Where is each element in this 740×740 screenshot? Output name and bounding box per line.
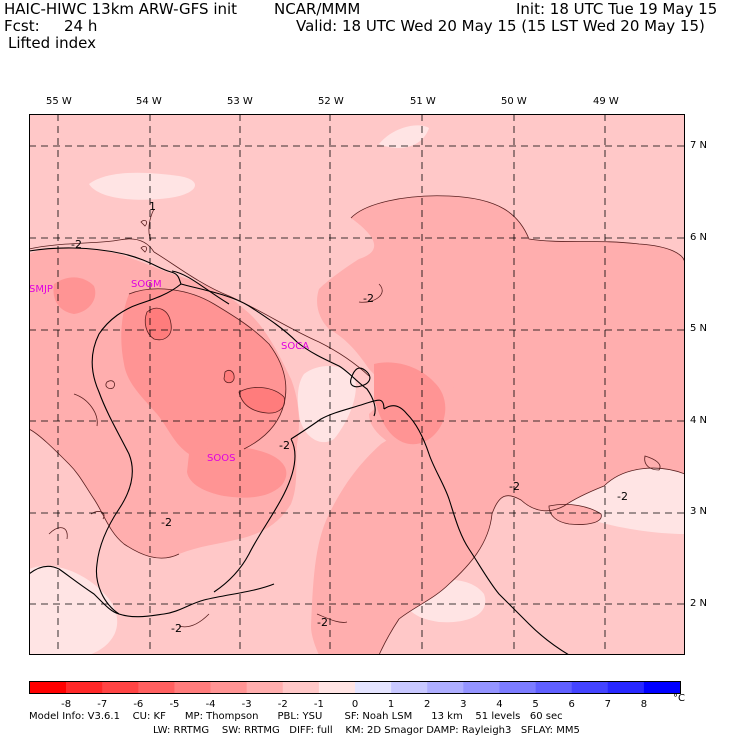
station-label: SOGM — [131, 279, 162, 290]
colorbar-tick-label: -5 — [169, 699, 179, 710]
coastline-and-borders — [29, 247, 570, 655]
forecast-hours: 24 h — [64, 17, 98, 35]
organization: NCAR/MMM — [274, 0, 361, 18]
colorbar-tick-label: -3 — [242, 699, 252, 710]
station-label: SMJP — [29, 284, 53, 295]
colorbar-tick-label: 5 — [532, 699, 538, 710]
contour-lines — [29, 195, 685, 655]
colorbar-tick-label: 3 — [460, 699, 466, 710]
colorbar-tick-label: 8 — [641, 699, 647, 710]
colorbar-tick-label: 7 — [605, 699, 611, 710]
colorbar: -8 -7 -6 -5 -4 -3 -2 -1 0 1 2 3 4 5 6 7 8 — [29, 681, 681, 710]
colorbar-cell — [535, 682, 572, 693]
colorbar-cell — [607, 682, 645, 693]
colorbar-cell — [643, 682, 681, 693]
contour-label: -2 — [279, 439, 290, 452]
longitude-label: 51 W — [410, 96, 436, 107]
region-light-sw — [29, 565, 118, 655]
longitude-label: 55 W — [46, 96, 72, 107]
colorbar-cell — [138, 682, 175, 693]
longitude-label: 49 W — [593, 96, 619, 107]
colorbar-cell — [66, 682, 103, 693]
region-deep-a — [145, 308, 172, 340]
field-name: Lifted index — [8, 34, 96, 52]
region-deep-c — [224, 370, 235, 383]
colorbar-tick-label: -7 — [97, 699, 107, 710]
colorbar-tick-label: -6 — [133, 699, 143, 710]
colorbar-tick-label: -8 — [61, 699, 71, 710]
colorbar-tick-label: -1 — [314, 699, 324, 710]
valid-time: Valid: 18 UTC Wed 20 May 15 (15 LST Wed … — [296, 17, 705, 35]
colorbar-tick-label: -4 — [206, 699, 216, 710]
contour-label: -2 — [171, 622, 182, 635]
region-dark-north-wedge — [53, 277, 96, 314]
map-frame — [29, 114, 685, 655]
colorbar-cell — [427, 682, 464, 693]
longitude-label: 52 W — [318, 96, 344, 107]
colorbar-frame — [29, 681, 681, 694]
region-mid-east-plateau — [311, 195, 685, 655]
colorbar-cell — [391, 682, 428, 693]
colorbar-cell — [174, 682, 211, 693]
region-dark-south-core — [187, 446, 287, 498]
latitude-label: 7 N — [690, 140, 708, 151]
latitude-label: 4 N — [690, 415, 708, 426]
station-label: SOOS — [207, 453, 235, 464]
region-light-north-east — [379, 125, 429, 149]
colorbar-cell — [318, 682, 356, 693]
region-light-coast-bay — [297, 365, 356, 443]
longitude-label: 54 W — [136, 96, 162, 107]
colorbar-cell — [102, 682, 139, 693]
colorbar-cell — [210, 682, 247, 693]
colorbar-cell — [246, 682, 284, 693]
region-deep-b — [239, 387, 285, 414]
colorbar-tick-label: 2 — [424, 699, 430, 710]
model-title: HAIC-HIWC 13km ARW-GFS init — [4, 0, 238, 18]
contour-label: -2 — [161, 516, 172, 529]
colorbar-tick-label: 6 — [568, 699, 574, 710]
region-light-north — [89, 172, 196, 200]
lat-lon-grid — [29, 114, 685, 655]
colorbar-cell — [571, 682, 609, 693]
colorbar-cell — [30, 682, 67, 693]
longitude-label: 53 W — [227, 96, 253, 107]
colorbar-tick-label: 4 — [496, 699, 502, 710]
contour-label: -2 — [617, 490, 628, 503]
lifted-index-map: -2 -2 -2 -2 -2 -2 -2 -2 1 SMJP SOGM SOCA SOOS — [29, 114, 685, 655]
region-island-1 — [549, 504, 602, 525]
region-dark-east-core — [374, 362, 446, 445]
colorbar-cell — [463, 682, 500, 693]
colorbar-tick-label: -2 — [278, 699, 288, 710]
forecast-label: Fcst: — [4, 17, 40, 35]
model-info-line-1: Model Info: V3.6.1 CU: KF MP: Thompson P… — [29, 711, 563, 722]
latitude-label: 6 N — [690, 232, 708, 243]
colorbar-tick-label: 1 — [388, 699, 394, 710]
colorbar-cell — [282, 682, 320, 693]
latitude-label: 2 N — [690, 598, 708, 609]
contour-label: -2 — [509, 480, 520, 493]
contour-label: -2 — [363, 292, 374, 305]
colorbar-cell — [355, 682, 392, 693]
colorbar-unit: °C — [673, 693, 685, 704]
station-label: SOCA — [281, 341, 309, 352]
latitude-label: 3 N — [690, 506, 708, 517]
contour-label: 1 — [149, 200, 156, 213]
contour-label: -2 — [317, 616, 328, 629]
colorbar-tick-label: 0 — [352, 699, 358, 710]
contour-label: -2 — [71, 238, 82, 251]
colorbar-cell — [499, 682, 536, 693]
latitude-label: 5 N — [690, 323, 708, 334]
model-info-line-2: LW: RRTMG SW: RRTMG DIFF: full KM: 2D Sm… — [153, 725, 580, 736]
init-time: Init: 18 UTC Tue 19 May 15 — [516, 0, 718, 18]
longitude-label: 50 W — [501, 96, 527, 107]
